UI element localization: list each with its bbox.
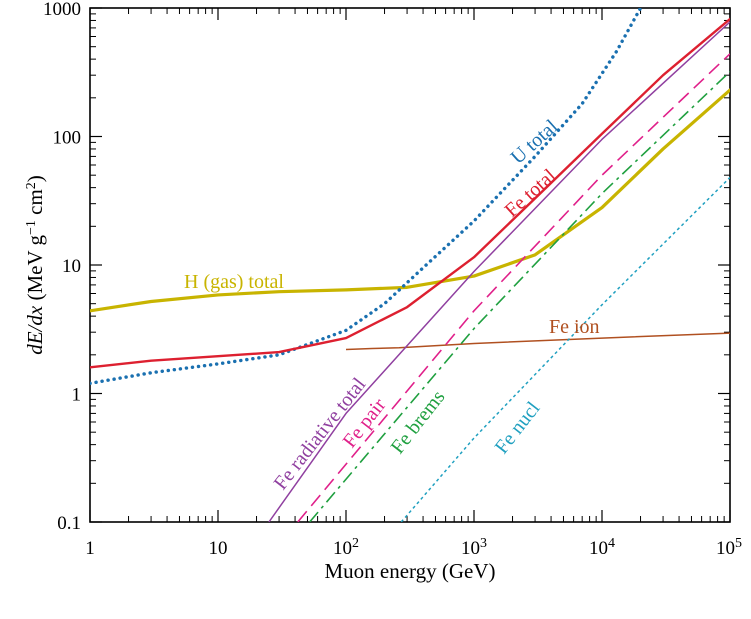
x-tick-label: 105: [716, 536, 742, 560]
series-line-fe-nucl: [400, 176, 730, 522]
label-fe-ion: Fe ion: [549, 316, 600, 338]
series-line-fe-total: [90, 17, 730, 369]
series-line-fe-brems: [309, 71, 730, 522]
y-tick-label: 1000: [43, 0, 81, 20]
series-line-h-gas-total: [90, 88, 730, 313]
x-tick-label: 103: [461, 536, 487, 560]
y-tick-label: 0.1: [57, 513, 81, 534]
y-axis-label: dE/dx (MeV g−1 cm2): [23, 175, 47, 355]
label-u-total: U total: [507, 115, 563, 168]
y-tick-label: 10: [62, 256, 81, 277]
y-tick-label: 1: [72, 385, 82, 406]
x-tick-label: 10: [209, 538, 228, 559]
series-line-u-total: [90, 8, 643, 386]
x-tick-label: 1: [85, 538, 95, 559]
series-group: [90, 8, 730, 522]
x-tick-label: 104: [589, 536, 615, 560]
series-line-fe-pair: [297, 53, 730, 522]
y-tick-label: 100: [53, 128, 82, 149]
series-line-fe-radiative-total: [268, 21, 730, 522]
x-tick-label: 102: [333, 536, 359, 560]
label-fe-nucl: Fe nucl: [491, 397, 545, 458]
label-fe-brems: Fe brems: [387, 386, 450, 458]
label-h-gas-total: H (gas) total: [184, 271, 284, 293]
series-line-fe-ion: [345, 332, 730, 351]
x-axis-label: Muon energy (GeV): [324, 559, 495, 583]
